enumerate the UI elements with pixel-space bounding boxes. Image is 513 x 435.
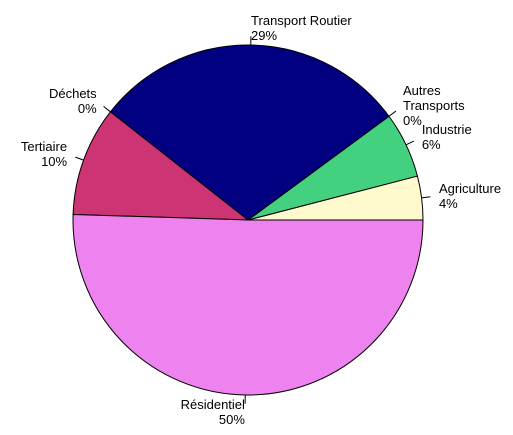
slice-value-label: 10% (41, 154, 68, 170)
slice-label: Industrie (421, 122, 472, 138)
slice-value-label: 50% (218, 412, 245, 428)
slice-label: Agriculture (438, 180, 502, 196)
slice-value-label: 0% (77, 101, 97, 116)
slice-label: Tertiaire (20, 139, 68, 155)
slice-label: Déchets (48, 86, 97, 101)
pie-slice (72, 111, 250, 221)
label-tick (103, 106, 111, 113)
pie-slice (72, 213, 424, 396)
slice-value-label: 0% (403, 113, 422, 129)
label-tick (388, 110, 397, 117)
slice-label: Résidentiel (180, 397, 245, 413)
slice-label: Transport Routier (251, 12, 352, 28)
label-tick (75, 156, 84, 161)
label-tick (405, 140, 415, 146)
label-tick (421, 196, 431, 199)
slice-value-label: 4% (438, 195, 458, 211)
pie-slice (109, 44, 390, 221)
slice-label: Autres Transports (403, 83, 465, 114)
slice-value-label: 29% (251, 27, 278, 43)
slice-value-label: 6% (421, 137, 441, 153)
